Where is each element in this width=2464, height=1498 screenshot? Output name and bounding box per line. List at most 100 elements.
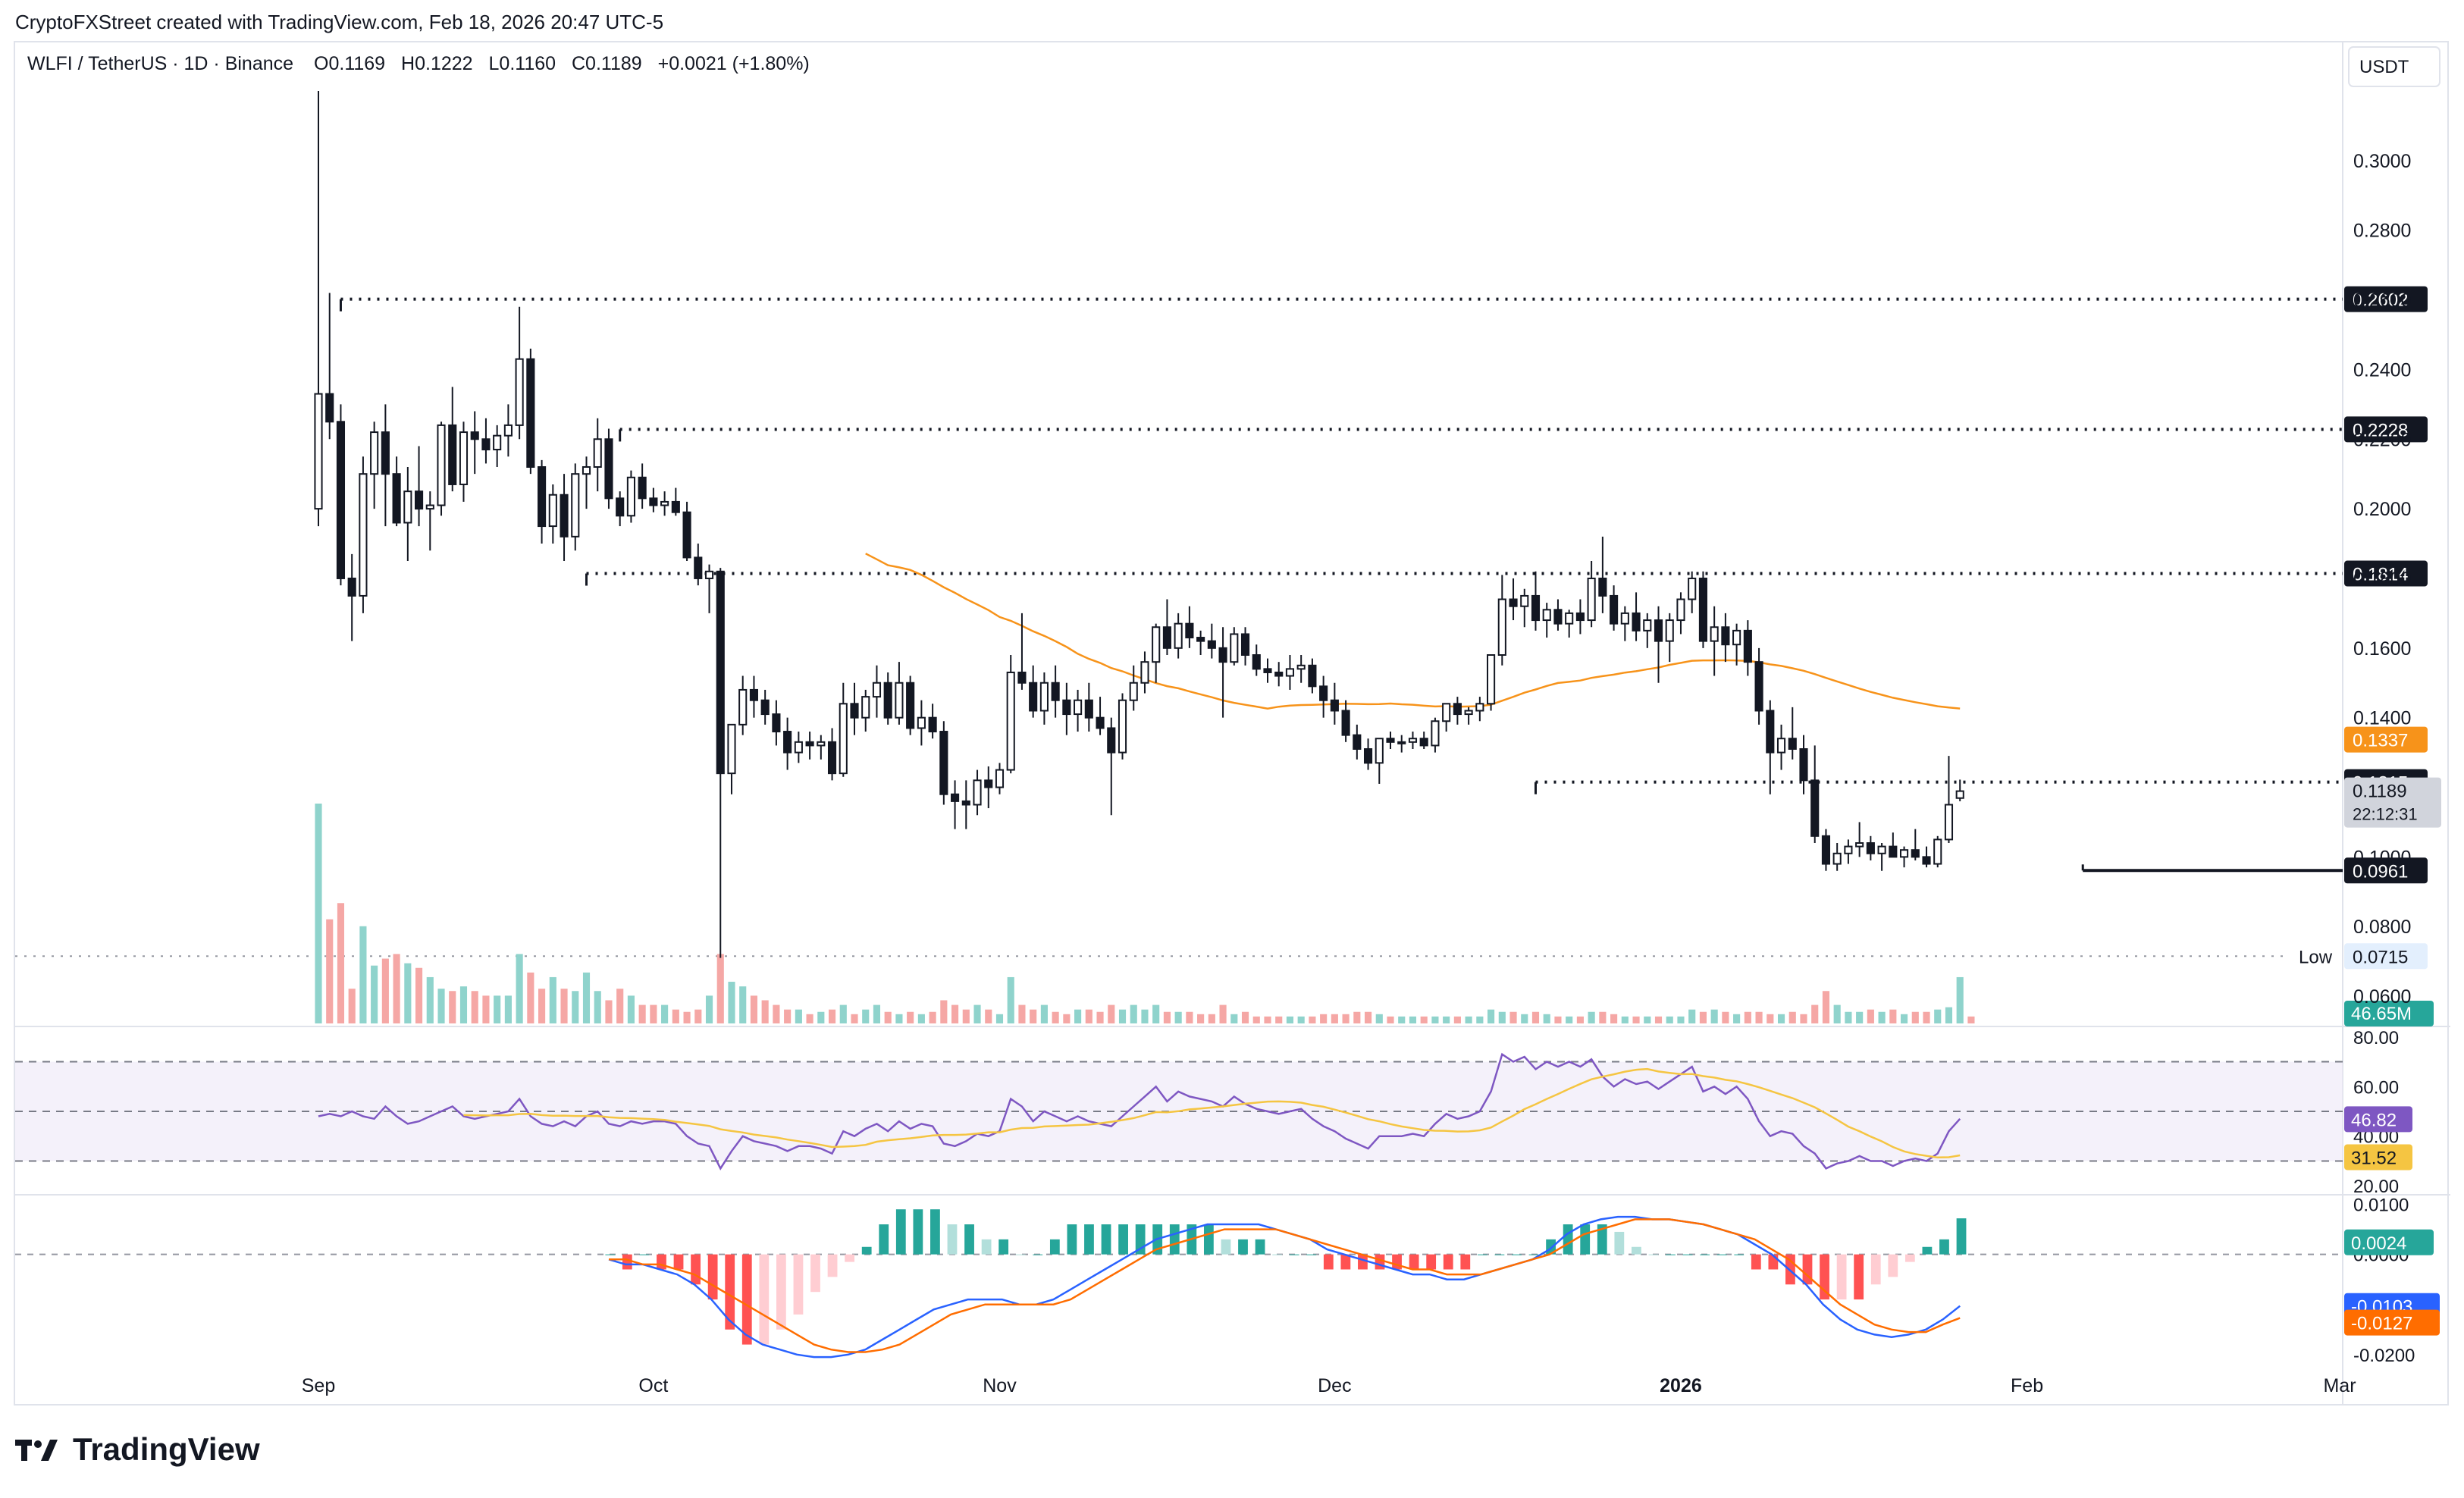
volume-bar-45 xyxy=(817,1011,825,1023)
time-tick-label-4: 2026 xyxy=(1660,1375,1702,1396)
close-value: 0.1189 xyxy=(585,53,642,74)
logo-text: TradingView xyxy=(73,1431,260,1467)
macd-hist-bar-48 xyxy=(1426,1254,1437,1270)
rsi-tick-0: 20.00 xyxy=(2353,1177,2399,1197)
currency-button[interactable] xyxy=(2348,46,2440,87)
candle-body-147 xyxy=(1955,790,1964,799)
volume-bar-46 xyxy=(828,1009,836,1023)
candle-body-77 xyxy=(1174,622,1183,649)
time-tick-label-6: Mar xyxy=(2323,1375,2356,1396)
candle-body-82 xyxy=(1230,633,1239,663)
candle-body-89 xyxy=(1308,664,1317,688)
price-tick-label-4: 0.1400 xyxy=(2353,708,2411,729)
volume-bar-135 xyxy=(1822,991,1830,1023)
candle-body-44 xyxy=(805,741,814,747)
candle-body-119 xyxy=(1643,619,1652,631)
candle-body-26 xyxy=(604,438,613,500)
candle-body-68 xyxy=(1074,699,1083,716)
volume-bar-74 xyxy=(1141,1009,1149,1023)
macd-hist-bar-33 xyxy=(1169,1224,1180,1255)
volume-bar-49 xyxy=(862,1009,870,1023)
candle-body-97 xyxy=(1397,741,1406,744)
volume-bar-50 xyxy=(873,1004,881,1023)
ma-layer xyxy=(865,553,1961,710)
candle-body-110 xyxy=(1542,609,1551,622)
candle-body-101 xyxy=(1442,703,1451,722)
candle-body-50 xyxy=(872,682,882,698)
volume-bar-145 xyxy=(1934,1009,1942,1023)
candle-body-19 xyxy=(526,358,535,469)
volume-bar-66 xyxy=(1052,1011,1059,1023)
macd-hist-bar-70 xyxy=(1802,1254,1813,1285)
volume-bar-72 xyxy=(1118,1009,1127,1023)
volume-bar-139 xyxy=(1867,1009,1874,1023)
candle-body-128 xyxy=(1743,629,1752,663)
candle-body-15 xyxy=(481,438,491,451)
candle-body-122 xyxy=(1676,598,1685,622)
volume-bar-109 xyxy=(1531,1011,1540,1023)
chart-header: CryptoFXStreet created with TradingView.… xyxy=(15,11,664,33)
macd-hist-last-label: 0.0024 xyxy=(2351,1233,2406,1254)
volume-bar-126 xyxy=(1722,1011,1729,1023)
rsi-line xyxy=(318,1052,1961,1171)
candle-body-115 xyxy=(1598,577,1607,597)
volume-bar-101 xyxy=(1443,1016,1450,1023)
level-tag-bg-5 xyxy=(2344,943,2428,970)
volume-bar-77 xyxy=(1174,1011,1182,1023)
candle-body-12 xyxy=(448,424,457,485)
macd-hist-bar-9 xyxy=(759,1254,770,1345)
volume-bar-33 xyxy=(683,1011,691,1023)
volume-bar-93 xyxy=(1353,1011,1361,1023)
macd-hist-bar-37 xyxy=(1238,1239,1248,1255)
symbol-label: WLFI / TetherUS · 1D · Binance xyxy=(27,53,293,74)
volume-bar-88 xyxy=(1297,1016,1305,1023)
high-value: 0.1222 xyxy=(415,53,472,74)
candle-body-112 xyxy=(1565,612,1574,625)
macd-hist-bar-12 xyxy=(810,1254,820,1293)
candle-body-120 xyxy=(1654,619,1663,642)
volume-bar-61 xyxy=(995,1014,1004,1023)
candle-body-47 xyxy=(839,703,848,775)
candle-body-102 xyxy=(1453,703,1462,716)
volume-bar-3 xyxy=(348,989,356,1023)
macd-hist-last-bg xyxy=(2344,1229,2434,1255)
volume-bar-82 xyxy=(1230,1014,1238,1023)
candle-body-84 xyxy=(1252,654,1261,670)
macd-hist-bar-27 xyxy=(1067,1224,1077,1255)
candle-body-51 xyxy=(883,682,892,719)
macd-hist-bar-10 xyxy=(776,1254,786,1330)
level-tag-5: 0.0715 xyxy=(2353,947,2408,967)
macd-hist-bar-23 xyxy=(998,1239,1009,1255)
volume-bar-142 xyxy=(1900,1014,1908,1023)
candle-body-106 xyxy=(1497,598,1506,656)
candle-body-20 xyxy=(538,466,547,528)
candle-body-43 xyxy=(794,741,803,754)
volume-bar-76 xyxy=(1163,1011,1171,1023)
volume-bar-84 xyxy=(1252,1016,1260,1023)
volume-bar-19 xyxy=(527,972,534,1023)
candle-body-131 xyxy=(1776,738,1786,754)
candle-body-35 xyxy=(704,570,714,579)
candle-body-86 xyxy=(1274,671,1284,677)
volume-bar-37 xyxy=(728,982,735,1023)
candle-layer xyxy=(314,91,1964,958)
macd-hist-bar-6 xyxy=(707,1254,718,1300)
level-tag-0: 0.2602 xyxy=(2353,290,2408,311)
macd-hist-bar-45 xyxy=(1375,1254,1385,1270)
candle-body-94 xyxy=(1363,748,1373,764)
legend-layer: WLFI / TetherUS · 1D · Binance O0.1169 H… xyxy=(27,46,2440,87)
svg-text:WLFI / TetherUS · 1D · Binance: WLFI / TetherUS · 1D · Binance O0.1169 H… xyxy=(27,53,810,74)
candle-body-49 xyxy=(861,696,870,719)
candle-body-96 xyxy=(1386,738,1395,743)
volume-bar-91 xyxy=(1331,1014,1338,1023)
macd-hist-bar-8 xyxy=(741,1254,752,1345)
candle-body-45 xyxy=(817,741,826,747)
candle-body-17 xyxy=(503,424,513,437)
macd-hist-bar-47 xyxy=(1409,1254,1419,1270)
volume-bar-119 xyxy=(1644,1016,1651,1023)
volume-bar-39 xyxy=(750,995,758,1023)
macd-hist-bar-28 xyxy=(1084,1224,1094,1255)
candle-body-8 xyxy=(403,490,412,524)
